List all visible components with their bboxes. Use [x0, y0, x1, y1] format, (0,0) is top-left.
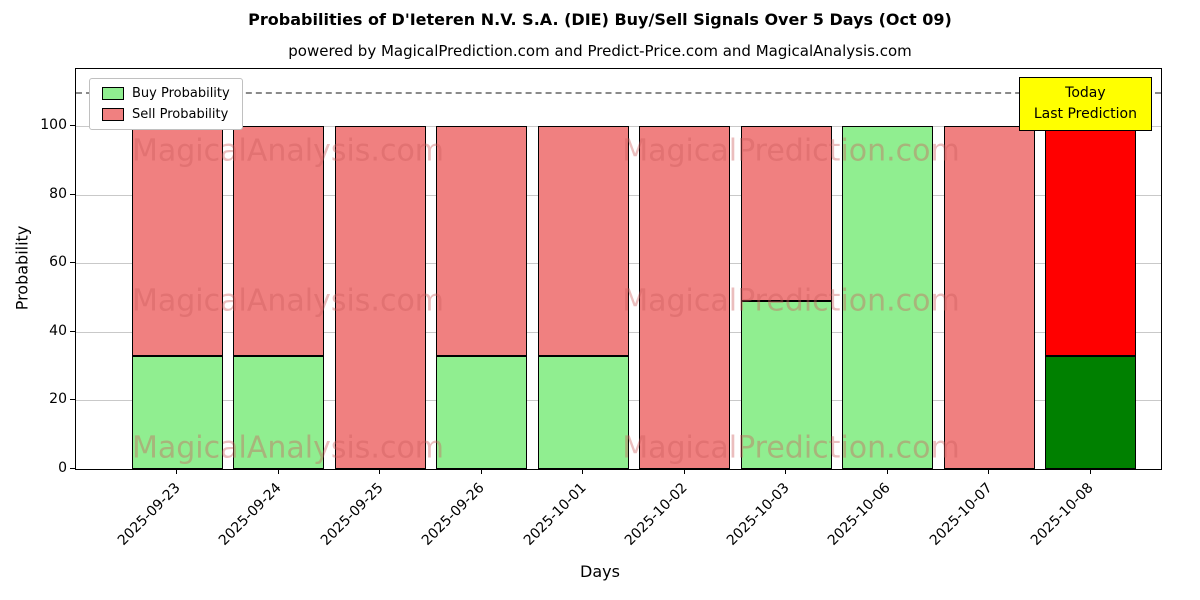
x-tick-mark-2025-10-06 — [886, 469, 888, 474]
y-tick-mark-60 — [70, 262, 75, 264]
bar-2025-10-02-sell — [639, 126, 730, 469]
legend-swatch-1 — [102, 108, 124, 121]
x-tick-label-2025-10-03: 2025-10-03 — [723, 480, 793, 549]
x-axis-label: Days — [580, 562, 620, 581]
chart-title: Probabilities of D'Ieteren N.V. S.A. (DI… — [248, 10, 952, 29]
x-tick-mark-2025-10-08 — [1089, 469, 1091, 474]
legend-label-1: Sell Probability — [132, 107, 229, 122]
x-tick-mark-2025-09-25 — [379, 469, 380, 474]
y-tick-mark-100 — [70, 125, 75, 127]
legend-label-0: Buy Probability — [132, 86, 230, 101]
bar-2025-10-03-buy — [740, 301, 832, 469]
bar-2025-10-01-buy — [537, 355, 629, 469]
legend: Buy Probability Sell Probability — [89, 78, 243, 130]
x-tick-label-2025-09-26: 2025-09-26 — [418, 480, 488, 549]
y-tick-label-100: 100 — [40, 117, 67, 134]
today-annotation-line1: Today — [1065, 85, 1106, 101]
y-tick-label-20: 20 — [49, 391, 67, 408]
bar-2025-09-26-sell — [436, 126, 527, 356]
x-tick-label-2025-10-07: 2025-10-07 — [926, 480, 996, 549]
bar-2025-10-01-sell — [537, 126, 629, 356]
bar-2025-09-23-sell — [131, 126, 223, 356]
bar-2025-10-03-sell — [740, 126, 832, 302]
y-tick-label-80: 80 — [49, 185, 67, 202]
y-tick-mark-20 — [70, 399, 75, 401]
x-tick-label-2025-10-08: 2025-10-08 — [1027, 480, 1097, 549]
y-tick-mark-40 — [70, 330, 75, 332]
legend-item-0: Buy Probability — [102, 86, 230, 101]
x-tick-mark-2025-10-03 — [785, 469, 786, 474]
x-tick-label-2025-10-02: 2025-10-02 — [621, 480, 691, 549]
legend-swatch-0 — [102, 87, 124, 100]
bar-2025-10-08-sell — [1045, 126, 1136, 356]
bar-2025-09-23-buy — [131, 355, 223, 469]
x-tick-label-2025-10-01: 2025-10-01 — [520, 480, 590, 549]
y-tick-label-60: 60 — [49, 254, 67, 271]
today-annotation-line2: Last Prediction — [1033, 106, 1137, 122]
threshold-dashed-line — [76, 91, 1161, 94]
bar-2025-09-25-sell — [334, 126, 426, 469]
x-tick-mark-2025-10-02 — [683, 469, 685, 474]
x-tick-label-2025-09-24: 2025-09-24 — [215, 480, 285, 549]
y-tick-label-40: 40 — [49, 322, 67, 339]
x-tick-mark-2025-09-24 — [277, 469, 279, 474]
y-tick-label-0: 0 — [58, 460, 67, 476]
today-annotation: Today Last Prediction — [1018, 77, 1152, 131]
bar-2025-09-26-buy — [436, 355, 527, 469]
bar-2025-10-08-buy — [1045, 355, 1136, 469]
x-tick-mark-2025-10-01 — [582, 469, 583, 474]
chart-subtitle: powered by MagicalPrediction.com and Pre… — [288, 42, 912, 60]
bar-2025-09-24-sell — [233, 126, 324, 356]
x-tick-mark-2025-09-26 — [480, 469, 482, 474]
x-tick-label-2025-09-25: 2025-09-25 — [317, 480, 387, 549]
bar-2025-10-07-sell — [943, 126, 1035, 469]
legend-item-1: Sell Probability — [102, 107, 230, 122]
bar-2025-10-06-buy — [842, 126, 933, 469]
x-tick-mark-2025-10-07 — [988, 469, 989, 474]
y-tick-mark-0 — [70, 468, 75, 469]
x-tick-label-2025-10-06: 2025-10-06 — [824, 480, 894, 549]
x-tick-label-2025-09-23: 2025-09-23 — [114, 480, 184, 549]
y-tick-mark-80 — [70, 193, 75, 195]
plot-area: MagicalAnalysis.com MagicalPrediction.com… — [75, 68, 1162, 470]
bar-2025-09-24-buy — [233, 355, 324, 469]
x-tick-mark-2025-09-23 — [176, 469, 177, 474]
